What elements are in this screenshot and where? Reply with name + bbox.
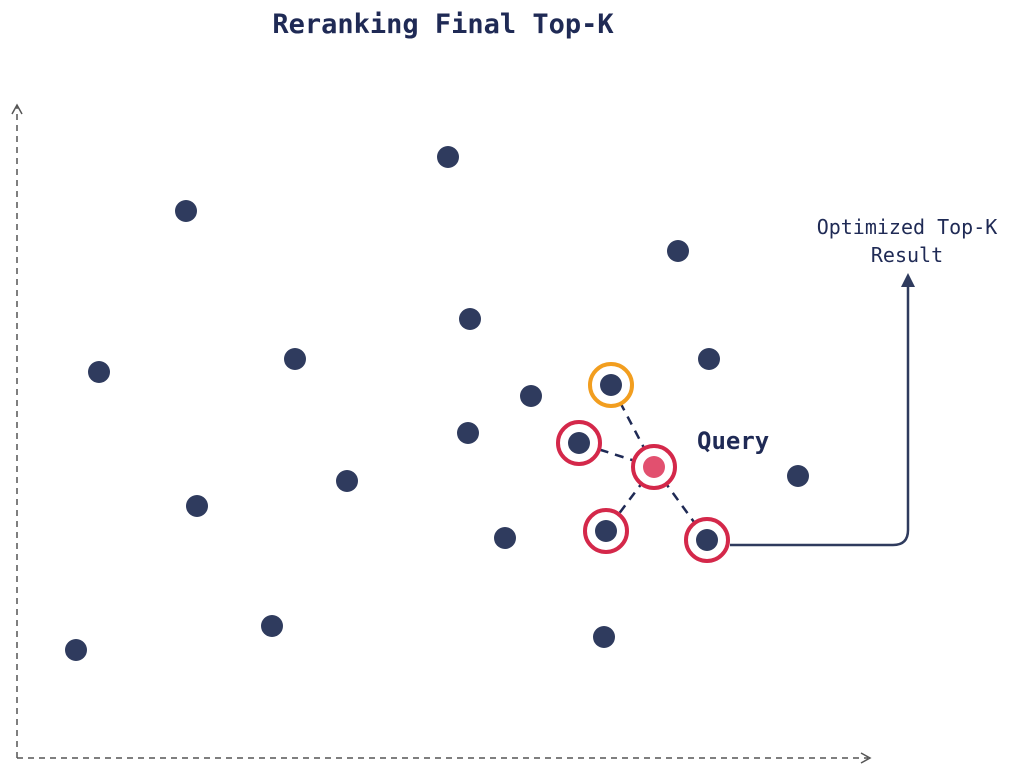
point (593, 626, 615, 648)
query-point (643, 456, 665, 478)
point (787, 465, 809, 487)
top-k-points (556, 362, 730, 563)
point (696, 529, 718, 551)
point (600, 374, 622, 396)
point (698, 348, 720, 370)
point (175, 200, 197, 222)
result-label: Result (871, 243, 943, 267)
x-axis-arrow (860, 752, 872, 764)
point (667, 240, 689, 262)
result-arrow (730, 285, 910, 547)
point (457, 422, 479, 444)
result-arrowhead (901, 273, 915, 287)
point (520, 385, 542, 407)
axes (11, 103, 872, 764)
point (284, 348, 306, 370)
point (568, 432, 590, 454)
query-label: Query (697, 427, 769, 455)
title: Reranking Final Top-K (272, 9, 614, 40)
point (65, 639, 87, 661)
result-label: Optimized Top-K (817, 215, 998, 239)
point (437, 146, 459, 168)
points (65, 146, 809, 661)
point (459, 308, 481, 330)
point (186, 495, 208, 517)
point (336, 470, 358, 492)
y-axis-arrow (11, 103, 23, 115)
point (261, 615, 283, 637)
point (88, 361, 110, 383)
point (595, 520, 617, 542)
point (494, 527, 516, 549)
